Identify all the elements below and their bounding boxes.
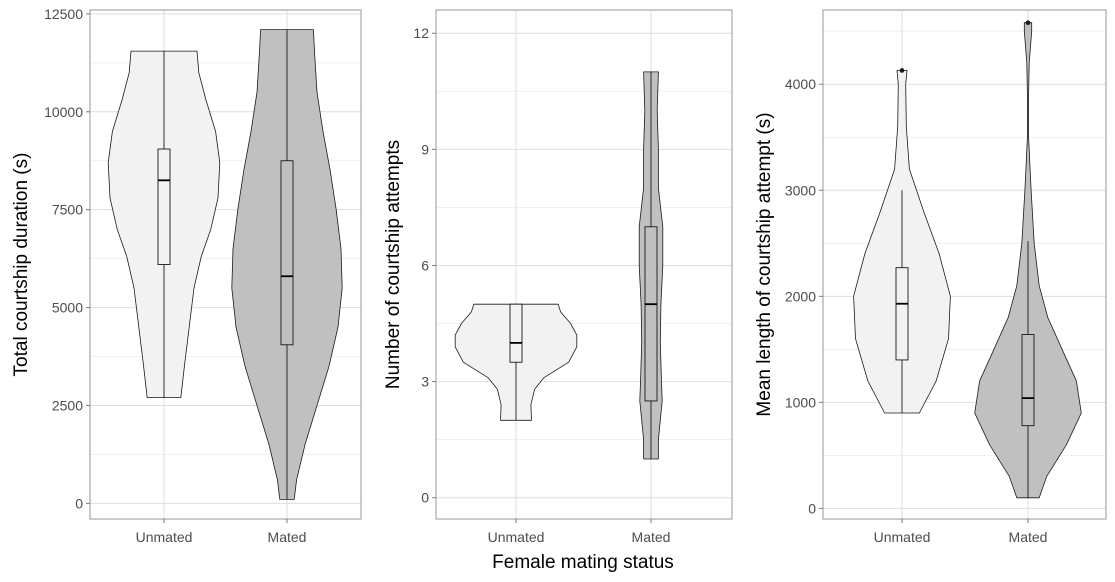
box-unmated xyxy=(157,148,171,265)
y-tick-label: 12500 xyxy=(44,6,83,22)
y-tick-label: 5000 xyxy=(52,300,83,316)
y-tick-label: 0 xyxy=(421,490,429,506)
panel-border xyxy=(822,9,1107,520)
x-tick-label: Mated xyxy=(632,529,671,545)
panel-courtship-attempts: 0 3 6 9 12 Unmated Mated Number of courtship at… xyxy=(383,9,733,545)
x-axis-title: Female mating status xyxy=(492,552,674,573)
box-mated xyxy=(1021,334,1035,427)
y-tick-label: 0 xyxy=(75,495,83,511)
y-tick-label: 9 xyxy=(421,141,429,157)
panel-courtship-duration: 0 2500 5000 7500 10000 12500 Unmated Mated Total… xyxy=(11,6,362,545)
box-mated xyxy=(280,160,294,346)
y-axis-title: Total courtship duration (s) xyxy=(11,153,32,377)
panel-attempt-length: 0 1000 2000 3000 4000 Unmated Mated Mean length… xyxy=(754,9,1107,545)
panel-border xyxy=(89,9,362,520)
y-tick-label: 2500 xyxy=(52,397,83,413)
y-tick-label: 12 xyxy=(413,25,429,41)
y-tick-label: 2000 xyxy=(785,288,816,304)
x-tick-label: Unmated xyxy=(874,529,931,545)
y-tick-label: 0 xyxy=(808,500,816,516)
outlier-point xyxy=(1025,20,1031,26)
panel-border xyxy=(435,9,733,520)
outlier-point xyxy=(899,68,905,73)
x-tick-label: Mated xyxy=(1009,529,1048,545)
y-tick-label: 6 xyxy=(421,257,429,273)
y-tick-label: 10000 xyxy=(44,104,83,120)
y-axis-title: Mean length of courtship attempt (s) xyxy=(754,112,775,416)
y-tick-label: 7500 xyxy=(52,202,83,218)
x-tick-label: Unmated xyxy=(136,529,193,545)
box-mated xyxy=(644,226,658,402)
y-tick-label: 3 xyxy=(421,374,429,390)
y-tick-label: 3000 xyxy=(785,182,816,198)
box-unmated xyxy=(509,303,523,363)
y-tick-label: 4000 xyxy=(785,76,816,92)
x-tick-label: Mated xyxy=(268,529,307,545)
box-unmated xyxy=(895,267,909,361)
y-axis-title: Number of courtship attempts xyxy=(383,140,404,389)
x-tick-label: Unmated xyxy=(488,529,545,545)
y-tick-label: 1000 xyxy=(785,394,816,410)
